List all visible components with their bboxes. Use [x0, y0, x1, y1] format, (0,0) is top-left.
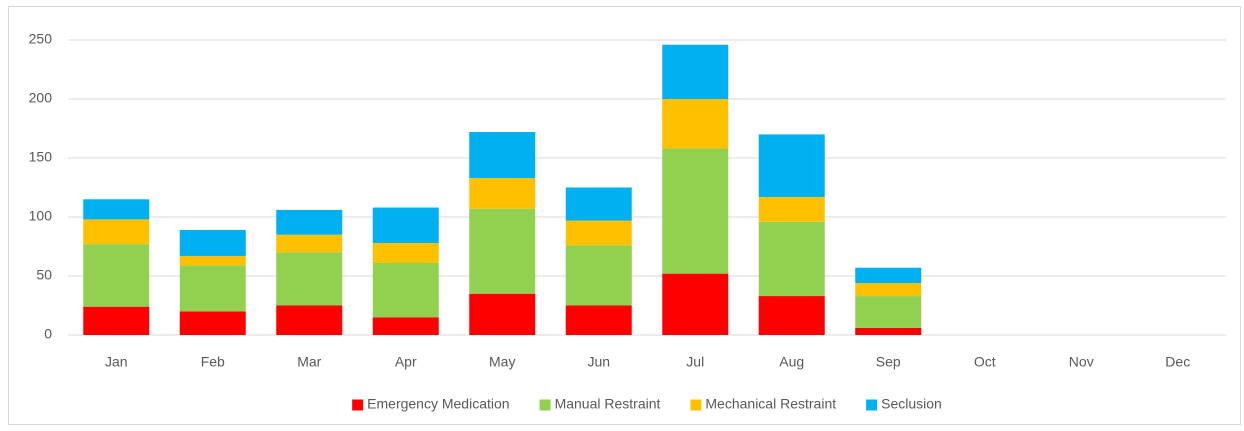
bar-segment — [758, 134, 825, 197]
bar-segment — [469, 178, 536, 209]
legend-swatch — [690, 399, 702, 411]
bar-segment — [276, 234, 343, 253]
x-tick-label: Oct — [974, 354, 996, 370]
x-tick-label: Sep — [876, 354, 901, 370]
x-tick-label: Nov — [1069, 354, 1094, 370]
bar-segment — [179, 229, 246, 256]
x-tick-label: Aug — [779, 354, 804, 370]
legend-label: Manual Restraint — [555, 396, 661, 412]
bar-segment — [565, 245, 632, 306]
bar-segment — [662, 148, 729, 274]
bar-segment — [372, 242, 439, 264]
bar-segment — [276, 209, 343, 235]
bar-segment — [179, 265, 246, 312]
bar-segment — [662, 44, 729, 99]
legend-label: Mechanical Restraint — [705, 396, 836, 412]
y-tick-label: 250 — [29, 31, 53, 47]
bar-segment — [855, 327, 922, 335]
y-tick-label: 0 — [44, 326, 52, 342]
bar-segment — [758, 196, 825, 222]
legend-item: Mechanical Restraint — [690, 396, 836, 412]
bar-segment — [662, 99, 729, 149]
bar-segment — [758, 296, 825, 335]
bar-segment — [179, 255, 246, 266]
bar-segment — [662, 273, 729, 335]
bar-segment — [565, 187, 632, 221]
bar-segment — [372, 317, 439, 335]
x-tick-label: Jan — [105, 354, 128, 370]
bar-segment — [855, 283, 922, 297]
x-tick-label: Jun — [587, 354, 610, 370]
bar-segment — [372, 207, 439, 243]
legend-swatch — [539, 399, 551, 411]
bar-segment — [469, 208, 536, 294]
bar-segment — [758, 221, 825, 297]
bar-segment — [83, 306, 150, 335]
bar-segment — [83, 199, 150, 220]
bar-segment — [276, 305, 343, 335]
bar-segment — [855, 296, 922, 328]
legend-item: Seclusion — [866, 396, 942, 412]
bar-segment — [276, 252, 343, 306]
y-tick-label: 50 — [36, 267, 52, 283]
bar-segment — [372, 263, 439, 318]
y-tick-label: 200 — [29, 90, 53, 106]
legend-swatch — [866, 399, 878, 411]
bar-segment — [83, 244, 150, 307]
x-tick-label: Apr — [395, 354, 417, 370]
x-tick-label: Jul — [686, 354, 704, 370]
bar-segment — [855, 267, 922, 284]
x-tick-label: Mar — [297, 354, 321, 370]
y-tick-label: 150 — [29, 149, 53, 165]
legend-item: Manual Restraint — [539, 396, 661, 412]
bar-segment — [565, 305, 632, 335]
legend-label: Emergency Medication — [367, 396, 509, 412]
bar-segment — [179, 311, 246, 335]
bar-segment — [469, 132, 536, 179]
legend-item: Emergency Medication — [352, 396, 510, 412]
bar-segment — [83, 219, 150, 245]
x-tick-label: Feb — [201, 354, 225, 370]
legend-swatch — [352, 399, 364, 411]
bar-segment — [469, 293, 536, 335]
x-tick-label: May — [489, 354, 515, 370]
y-tick-label: 100 — [29, 208, 53, 224]
legend-label: Seclusion — [881, 396, 942, 412]
x-tick-label: Dec — [1165, 354, 1190, 370]
bar-segment — [565, 220, 632, 246]
